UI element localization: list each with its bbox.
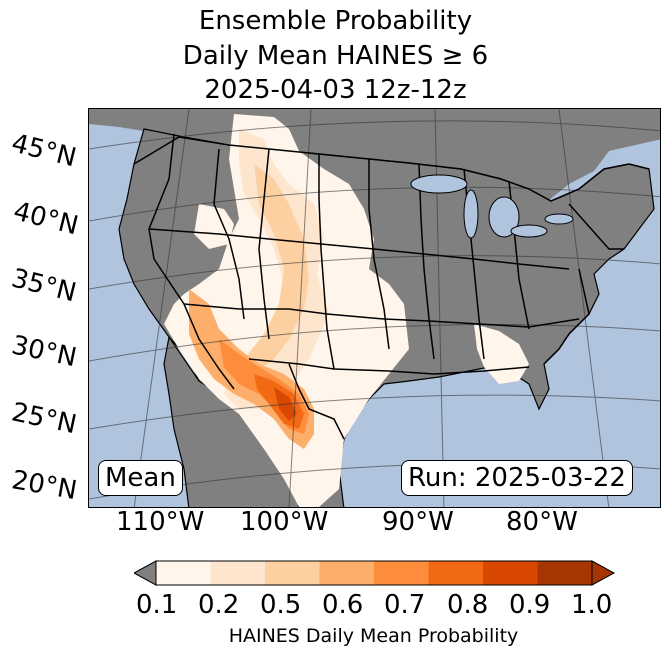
colorbar-tick-4: 0.7 [384,590,426,620]
colorbar-bin-2 [265,561,320,585]
colorbar-bin-4 [374,561,429,585]
probability-shading [164,114,529,507]
lat-label-20n: 20°N [9,465,80,507]
colorbar-under-arrow [134,560,157,586]
lat-label-30n: 30°N [8,330,80,374]
lon-label-110w: 110°W [116,507,205,537]
map-title-line-3: 2025-04-03 12z-12z [204,75,467,105]
lat-label-35n: 35°N [8,263,80,309]
colorbar-tick-0: 0.1 [136,590,178,620]
colorbar-tick-5: 0.8 [447,590,489,620]
colorbar-tick-2: 0.5 [260,590,302,620]
probability-map [89,109,660,507]
lon-label-100w: 100°W [240,507,329,537]
colorbar-tick-6: 0.9 [509,590,551,620]
state-borders [133,133,650,440]
map-title-line-2: Daily Mean HAINES ≥ 6 [182,41,489,71]
colorbar-outline [155,560,593,586]
colorbar-bin-1 [210,561,265,585]
lon-label-80w: 80°W [506,507,578,537]
colorbar-tick-1: 0.2 [198,590,240,620]
colorbar-bin-6 [483,561,538,585]
lat-label-40n: 40°N [10,196,82,242]
colorbar-label: HAINES Daily Mean Probability [228,625,519,647]
canada-landmass [89,109,660,204]
run-date-box: Run: 2025-03-22 [401,460,633,496]
colorbar-bin-7 [537,561,592,585]
colorbar-bin-5 [428,561,483,585]
lat-label-25n: 25°N [8,397,80,441]
map-panel [88,108,661,508]
lon-label-90w: 90°W [382,507,454,537]
great-lakes [410,174,574,239]
mean-label-box: Mean [98,460,183,496]
colorbar-bins [156,561,592,585]
colorbar-tick-7: 1.0 [571,590,613,620]
map-title-line-1: Ensemble Probability [198,6,473,36]
colorbar-over-arrow [591,560,616,586]
lat-label-45n: 45°N [8,128,80,174]
colorbar-tick-3: 0.6 [322,590,364,620]
colorbar [134,560,616,586]
colorbar-bin-0 [156,561,211,585]
colorbar-bin-3 [319,561,374,585]
